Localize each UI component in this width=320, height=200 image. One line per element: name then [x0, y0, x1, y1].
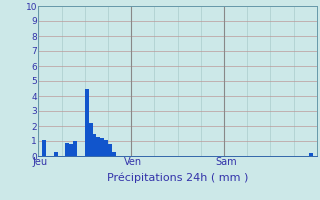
- Bar: [42, 140, 46, 156]
- Bar: [100, 138, 104, 156]
- Bar: [73, 141, 77, 156]
- Bar: [85, 88, 89, 156]
- Bar: [54, 152, 58, 156]
- Bar: [66, 142, 69, 156]
- Bar: [104, 140, 108, 156]
- X-axis label: Précipitations 24h ( mm ): Précipitations 24h ( mm ): [107, 173, 248, 183]
- Bar: [92, 134, 96, 156]
- Bar: [96, 137, 100, 156]
- Bar: [309, 153, 313, 156]
- Bar: [69, 144, 73, 156]
- Bar: [108, 144, 112, 156]
- Bar: [112, 152, 116, 156]
- Bar: [89, 123, 92, 156]
